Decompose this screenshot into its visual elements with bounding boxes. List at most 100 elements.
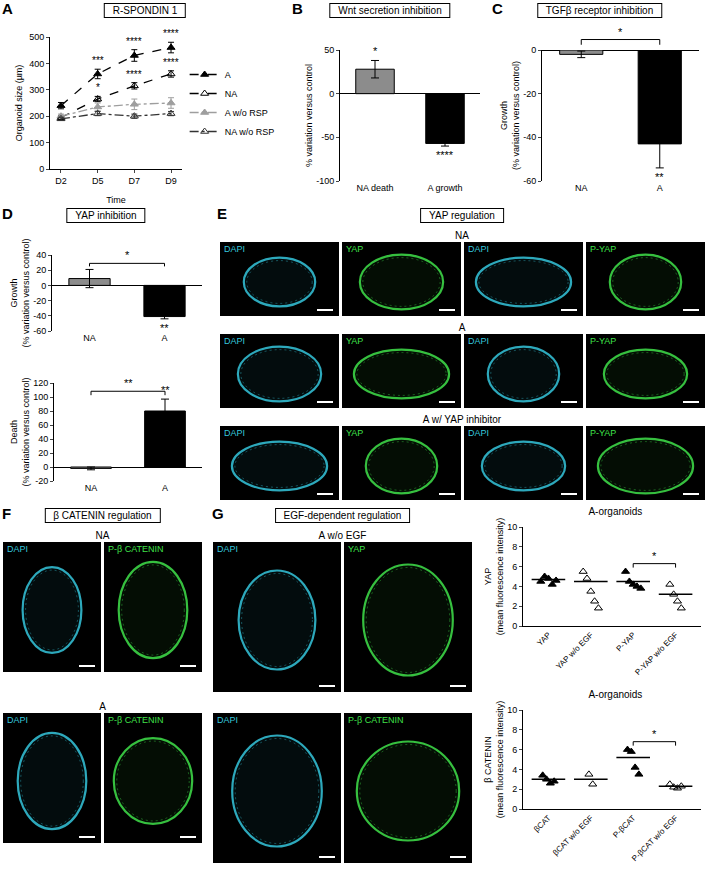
svg-text:NA death: NA death <box>356 183 393 193</box>
svg-text:100: 100 <box>29 138 44 148</box>
svg-text:120: 120 <box>33 378 48 388</box>
svg-text:****: **** <box>126 69 142 80</box>
svg-text:8: 8 <box>512 542 517 552</box>
svg-text:50: 50 <box>324 45 334 55</box>
svg-text:**: ** <box>124 377 133 389</box>
svg-text:YAP w/o EGF: YAP w/o EGF <box>554 630 595 671</box>
svg-text:*: * <box>373 45 378 57</box>
svg-text:0: 0 <box>531 45 536 55</box>
svg-text:DAPI: DAPI <box>468 336 489 346</box>
svg-text:A: A <box>162 483 168 493</box>
svg-text:-40: -40 <box>33 311 46 321</box>
svg-text:D5: D5 <box>92 176 104 186</box>
svg-text:P-YAP: P-YAP <box>590 428 616 438</box>
svg-text:P-β CATENIN: P-β CATENIN <box>108 544 164 554</box>
svg-text:4: 4 <box>512 582 517 592</box>
svg-text:200: 200 <box>29 111 44 121</box>
svg-text:0: 0 <box>39 164 44 174</box>
svg-text:2: 2 <box>512 784 517 794</box>
svg-text:YAP(mean fluorescence intensit: YAP(mean fluorescence intensity) <box>483 518 505 636</box>
svg-text:A-organoids: A-organoids <box>588 689 642 700</box>
svg-text:*: * <box>652 550 657 562</box>
svg-text:20: 20 <box>36 265 46 275</box>
svg-text:Growth(% variation versus cont: Growth(% variation versus control) <box>9 238 31 347</box>
svg-text:Death(% variation versus contr: Death(% variation versus control) <box>9 377 31 486</box>
svg-text:500: 500 <box>29 32 44 42</box>
svg-text:P-βCAT: P-βCAT <box>611 813 637 839</box>
svg-text:-20: -20 <box>35 476 48 486</box>
svg-text:100: 100 <box>33 392 48 402</box>
svg-text:Growth(% variation versus cont: Growth(% variation versus control) <box>499 61 521 170</box>
svg-text:DAPI: DAPI <box>468 244 489 254</box>
svg-text:DAPI: DAPI <box>468 428 489 438</box>
svg-text:6: 6 <box>512 562 517 572</box>
svg-text:2: 2 <box>512 601 517 611</box>
svg-text:****: **** <box>126 36 142 47</box>
svg-text:P-β CATENIN: P-β CATENIN <box>348 715 404 725</box>
svg-text:300: 300 <box>29 85 44 95</box>
svg-text:YAP: YAP <box>348 544 365 554</box>
svg-text:D2: D2 <box>55 176 67 186</box>
svg-text:P-YAP: P-YAP <box>615 630 638 653</box>
svg-text:A: A <box>161 333 167 343</box>
svg-text:A: A <box>225 70 231 80</box>
svg-text:0: 0 <box>512 621 517 631</box>
svg-text:0: 0 <box>41 281 46 291</box>
svg-text:**: ** <box>655 171 664 183</box>
svg-text:P-YAP: P-YAP <box>590 244 616 254</box>
svg-text:P-βCAT w/o EGF: P-βCAT w/o EGF <box>630 813 680 863</box>
svg-text:βCAT w/o EGF: βCAT w/o EGF <box>551 813 595 857</box>
svg-text:D9: D9 <box>165 176 177 186</box>
svg-text:10: 10 <box>507 522 517 532</box>
svg-text:0: 0 <box>512 804 517 814</box>
svg-text:8: 8 <box>512 725 517 735</box>
svg-text:A: A <box>657 183 663 193</box>
svg-text:*: * <box>96 82 100 93</box>
svg-text:-20: -20 <box>33 296 46 306</box>
svg-text:YAP: YAP <box>346 428 363 438</box>
svg-text:80: 80 <box>38 406 48 416</box>
svg-text:-60: -60 <box>33 326 46 336</box>
svg-text:DAPI: DAPI <box>217 544 238 554</box>
svg-text:*: * <box>652 728 657 740</box>
svg-text:-100: -100 <box>316 176 334 186</box>
svg-text:DAPI: DAPI <box>7 544 28 554</box>
svg-text:β CATENIN(mean fluorescence in: β CATENIN(mean fluorescence intensity) <box>483 701 505 819</box>
svg-text:DAPI: DAPI <box>217 715 238 725</box>
svg-text:**: ** <box>161 384 170 396</box>
svg-text:DAPI: DAPI <box>224 244 245 254</box>
svg-text:20: 20 <box>38 448 48 458</box>
svg-text:A w/o RSP: A w/o RSP <box>225 108 268 118</box>
svg-text:4: 4 <box>512 765 517 775</box>
svg-text:P-YAP: P-YAP <box>590 336 616 346</box>
svg-text:****: **** <box>436 149 454 161</box>
svg-text:DAPI: DAPI <box>224 428 245 438</box>
svg-text:NA: NA <box>575 183 588 193</box>
svg-text:0: 0 <box>329 89 334 99</box>
svg-text:% variation versus control: % variation versus control <box>304 64 314 167</box>
svg-text:DAPI: DAPI <box>224 336 245 346</box>
svg-text:D7: D7 <box>129 176 141 186</box>
svg-text:0: 0 <box>43 462 48 472</box>
svg-text:YAP: YAP <box>346 336 363 346</box>
svg-text:βCAT: βCAT <box>532 813 553 834</box>
svg-text:P-YAP w/o EGF: P-YAP w/o EGF <box>633 630 679 676</box>
svg-text:-60: -60 <box>523 176 536 186</box>
svg-text:-50: -50 <box>321 132 334 142</box>
svg-text:NA: NA <box>225 89 238 99</box>
svg-text:-20: -20 <box>523 89 536 99</box>
svg-text:6: 6 <box>512 745 517 755</box>
svg-text:*: * <box>125 249 130 261</box>
svg-text:****: **** <box>163 28 179 39</box>
svg-text:***: *** <box>92 55 104 66</box>
svg-text:Time: Time <box>106 195 126 205</box>
svg-text:DAPI: DAPI <box>7 715 28 725</box>
svg-text:YAP: YAP <box>535 630 552 647</box>
svg-text:YAP: YAP <box>346 244 363 254</box>
svg-text:10: 10 <box>507 705 517 715</box>
svg-text:****: **** <box>163 57 179 68</box>
svg-text:40: 40 <box>36 250 46 260</box>
svg-text:NA: NA <box>85 483 98 493</box>
svg-text:400: 400 <box>29 59 44 69</box>
svg-text:-40: -40 <box>523 132 536 142</box>
